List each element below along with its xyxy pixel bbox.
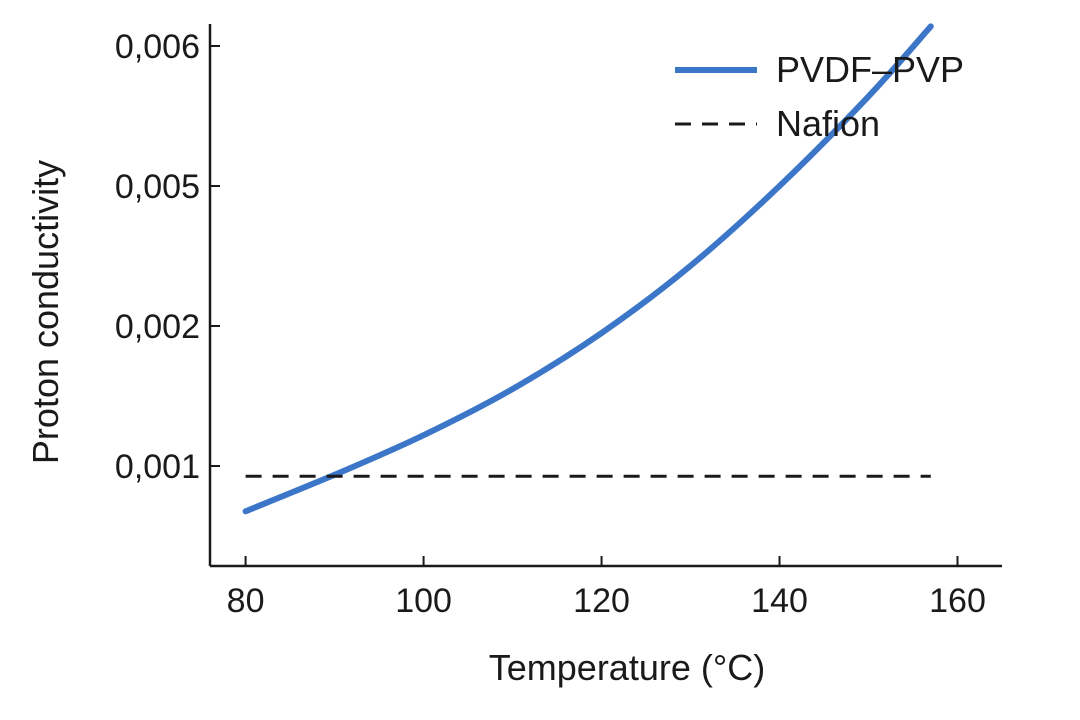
x-tick-label: 100 <box>395 582 452 620</box>
legend-label: PVDF–PVP <box>776 49 964 90</box>
y-axis-title: Proton conductivity <box>25 160 66 464</box>
y-tick-label: 0,005 <box>115 168 200 206</box>
y-axis-ticks: 0,001 0,002 0,005 0,006 <box>115 28 220 486</box>
x-tick-label: 80 <box>227 582 265 620</box>
series-line-pvdf-pvp <box>242 23 934 515</box>
x-tick-label: 120 <box>573 582 630 620</box>
y-tick-label: 0,002 <box>115 308 200 346</box>
x-tick-label: 140 <box>751 582 808 620</box>
x-tick-label: 160 <box>929 582 986 620</box>
series-layer <box>242 23 934 515</box>
x-axis-ticks: 80 100 120 140 160 <box>227 556 986 620</box>
y-tick-label: 0,006 <box>115 28 200 66</box>
chart-axes <box>208 24 1002 568</box>
x-axis-title: Temperature (°C) <box>489 647 765 688</box>
legend: PVDF–PVP Nafion <box>675 49 964 144</box>
legend-label: Nafion <box>776 103 880 144</box>
y-tick-label: 0,001 <box>115 448 200 486</box>
